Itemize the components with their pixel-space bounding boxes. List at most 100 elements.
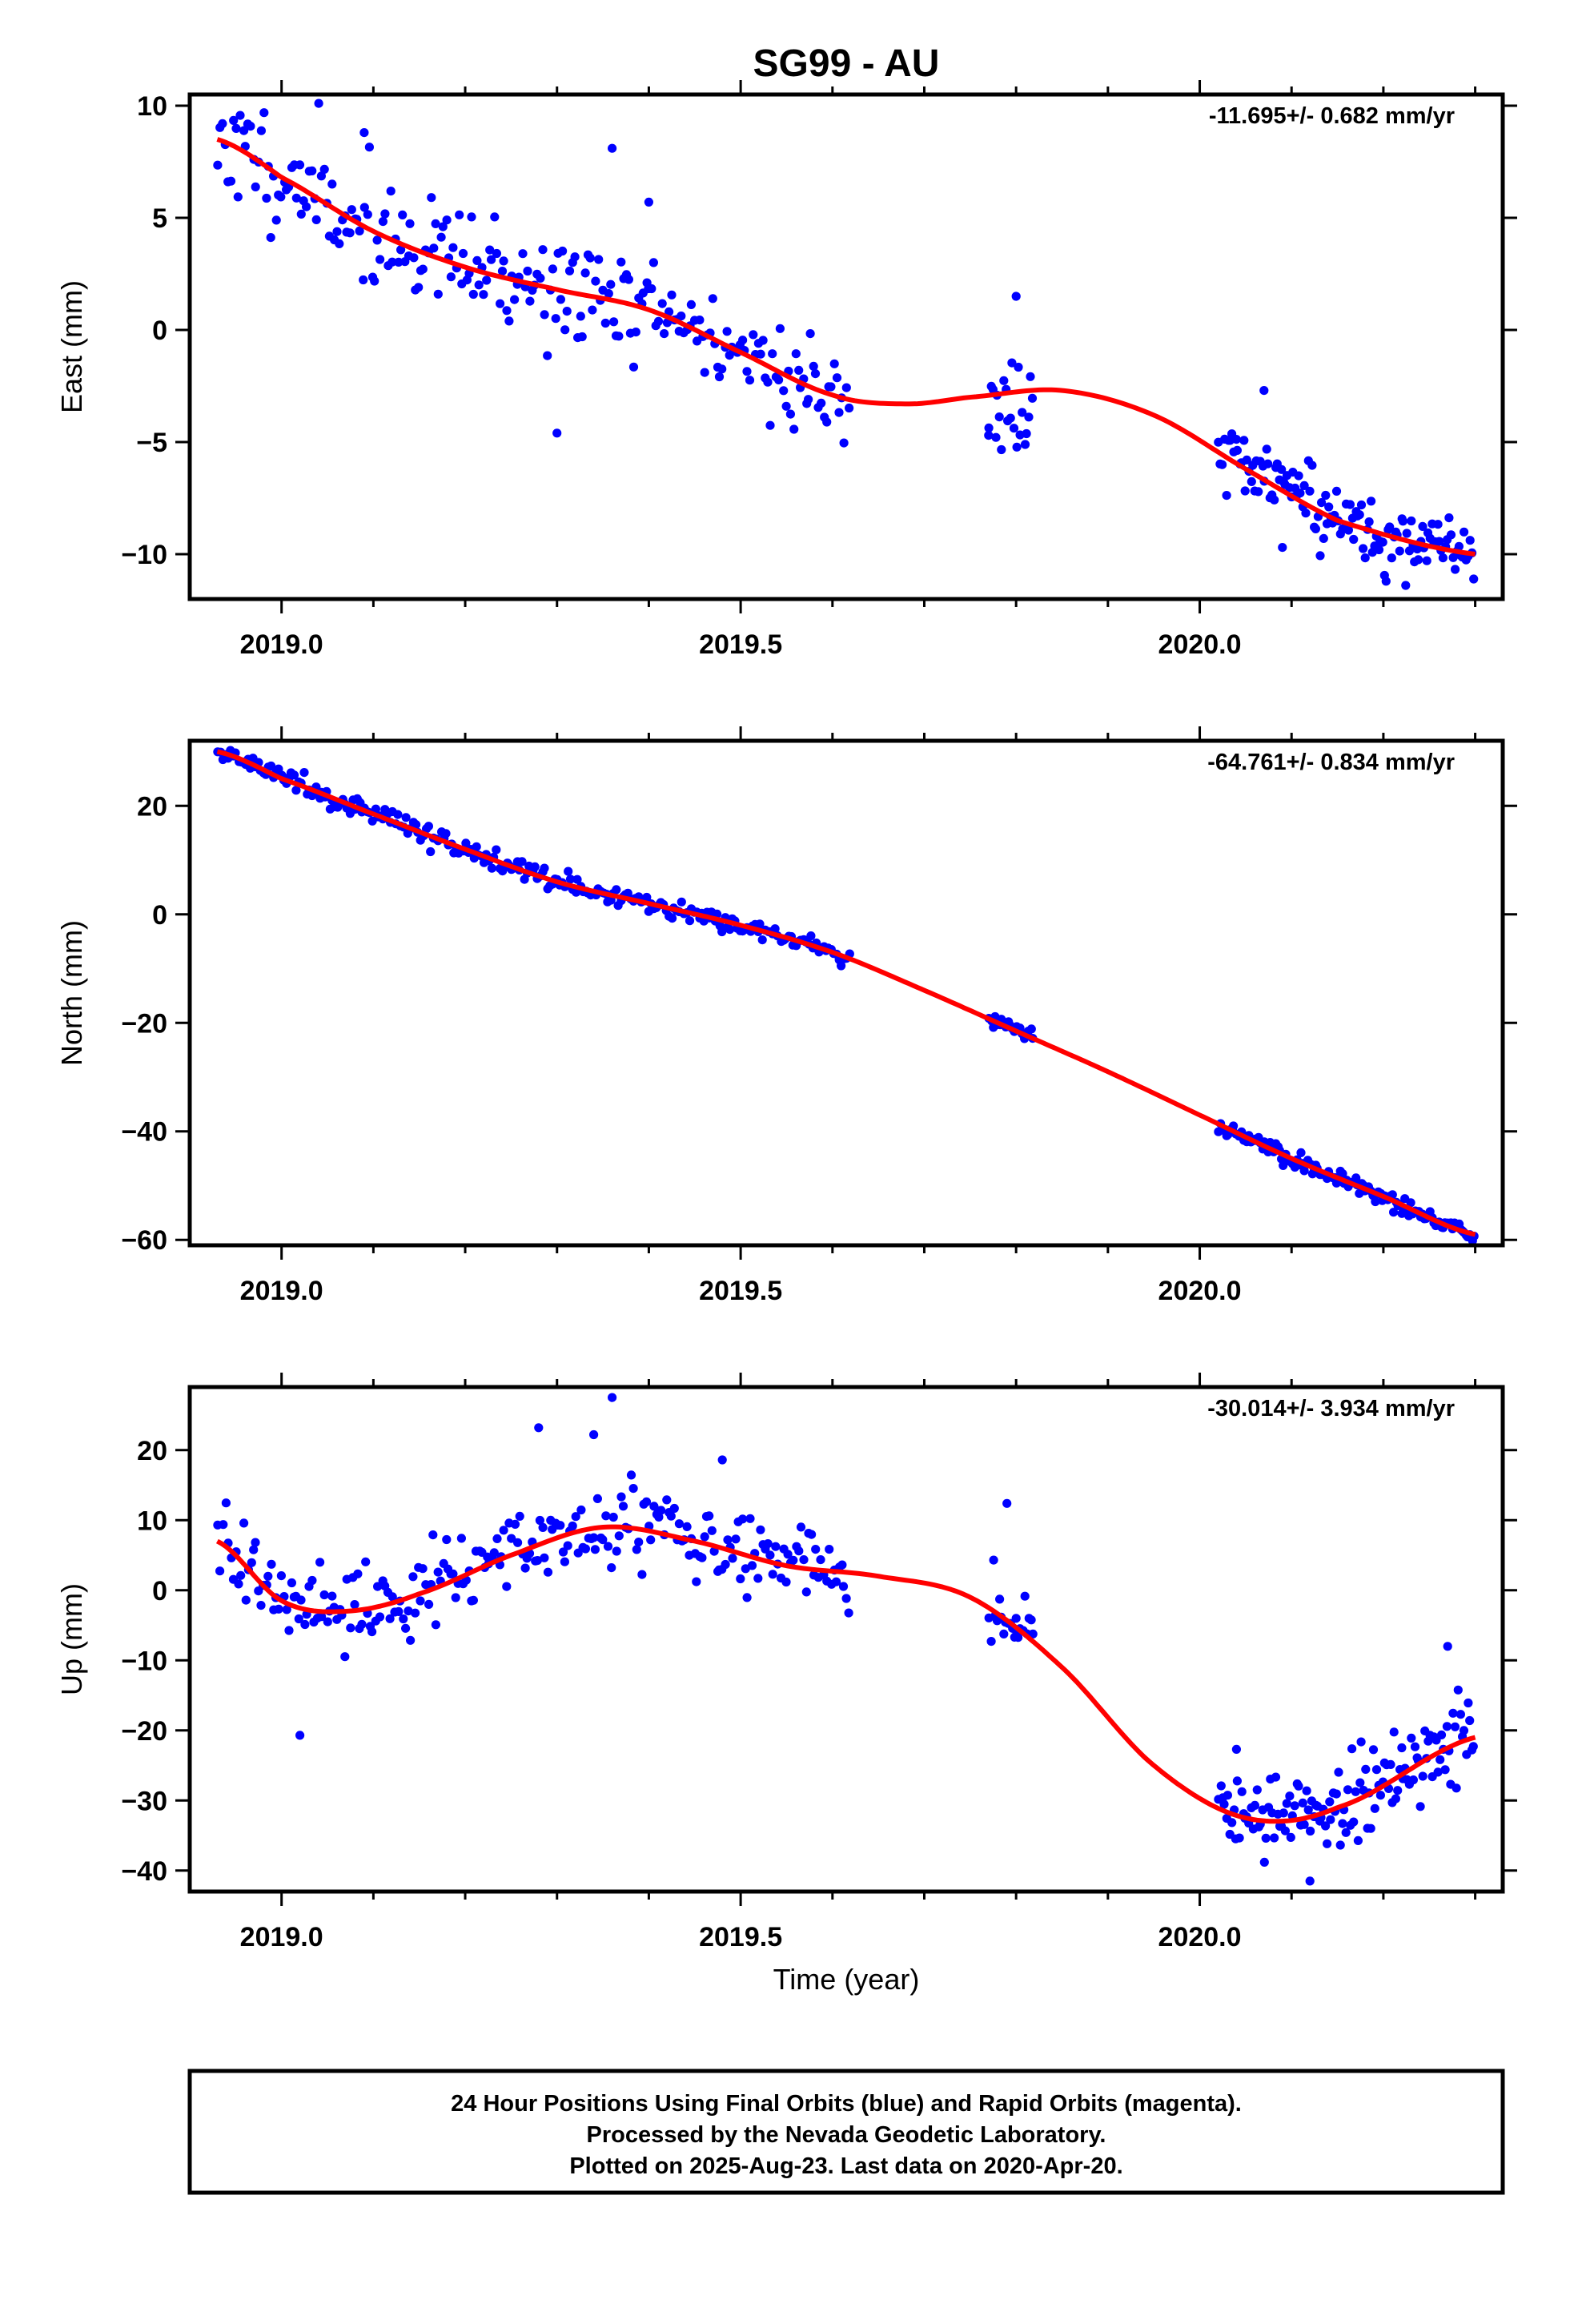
data-point	[1240, 486, 1250, 496]
y-tick-label: −60	[121, 1225, 167, 1256]
data-point	[1296, 1148, 1306, 1157]
data-point	[789, 424, 799, 434]
data-point	[316, 171, 326, 181]
data-point	[276, 192, 286, 202]
data-point	[738, 336, 748, 345]
data-point	[1422, 556, 1431, 565]
data-point	[375, 255, 385, 264]
data-point	[1433, 520, 1443, 529]
data-point	[570, 252, 580, 262]
data-point	[1366, 1823, 1375, 1833]
data-point	[378, 217, 387, 227]
footer-line-2: Processed by the Nevada Geodetic Laborat…	[587, 2122, 1106, 2148]
data-point	[986, 1637, 996, 1647]
y-tick-label: −30	[121, 1786, 167, 1816]
east-plot-frame	[187, 92, 1505, 601]
data-point	[700, 1532, 709, 1542]
data-point	[1356, 500, 1367, 510]
data-point	[458, 248, 468, 259]
y-tick-label: −20	[121, 1008, 167, 1039]
data-point	[571, 1512, 580, 1522]
data-point	[668, 914, 677, 923]
data-point	[215, 1566, 225, 1576]
data-point	[363, 210, 372, 219]
data-point	[794, 365, 804, 375]
data-point	[239, 1518, 249, 1528]
data-point	[359, 128, 369, 138]
data-point	[448, 1569, 458, 1578]
data-point	[1371, 1765, 1382, 1775]
x-axis-label: Time (year)	[773, 1963, 920, 1996]
data-point	[601, 1511, 611, 1521]
data-point	[1415, 1802, 1425, 1811]
data-point	[556, 295, 566, 304]
data-point	[540, 863, 549, 873]
north-fit-line	[216, 749, 1476, 1237]
data-point	[1335, 1840, 1345, 1850]
data-point	[1012, 442, 1022, 452]
data-point	[1418, 521, 1427, 532]
data-point	[736, 1574, 745, 1584]
data-point	[1270, 1833, 1279, 1843]
data-point	[794, 1546, 804, 1556]
data-point	[431, 219, 440, 228]
data-point	[523, 266, 532, 276]
data-point	[1454, 541, 1464, 551]
data-point	[695, 316, 705, 325]
y-tick-label: 0	[152, 1576, 167, 1606]
data-point	[213, 160, 223, 170]
data-point	[1459, 1726, 1469, 1735]
data-point	[294, 1614, 303, 1624]
figure-title: SG99 - AU	[753, 42, 940, 85]
data-point	[677, 897, 686, 907]
data-point	[1006, 413, 1015, 423]
up-y-axis-label: Up (mm)	[55, 1583, 88, 1695]
data-point	[705, 1511, 714, 1521]
data-point	[722, 327, 732, 336]
data-point	[576, 312, 585, 321]
data-point	[1331, 1789, 1341, 1799]
footer-frame	[187, 2069, 1505, 2195]
data-point	[520, 1563, 530, 1573]
data-point	[1018, 408, 1027, 417]
data-point	[758, 336, 768, 345]
north-y-axis-label: North (mm)	[55, 920, 88, 1066]
data-point	[1375, 1791, 1385, 1800]
data-point	[535, 1515, 545, 1526]
data-point	[1469, 574, 1479, 584]
data-point	[380, 209, 390, 219]
data-point	[791, 349, 801, 359]
data-point	[618, 1502, 628, 1511]
data-point	[717, 1455, 727, 1465]
data-point	[1389, 1208, 1399, 1217]
data-point	[327, 179, 337, 189]
data-point	[299, 768, 309, 778]
data-point	[697, 1553, 707, 1562]
data-point	[372, 235, 382, 245]
data-point	[628, 362, 639, 372]
data-point	[370, 276, 379, 286]
data-point	[266, 233, 275, 243]
north-data-points	[213, 746, 1479, 1245]
data-point	[606, 279, 616, 289]
data-point	[479, 290, 488, 300]
data-point	[789, 1555, 798, 1565]
data-point	[700, 368, 709, 377]
data-point	[816, 1555, 825, 1565]
data-point	[492, 1534, 502, 1543]
data-point	[994, 412, 1004, 422]
data-point	[256, 126, 266, 135]
data-point	[1303, 1805, 1313, 1815]
data-point	[472, 842, 481, 851]
data-point	[1262, 444, 1271, 454]
data-point	[839, 438, 849, 448]
data-point	[1448, 553, 1458, 562]
data-point	[825, 1545, 834, 1554]
data-point	[411, 1608, 420, 1618]
data-point	[385, 1614, 395, 1623]
data-point	[1393, 1786, 1403, 1795]
data-point	[291, 786, 301, 795]
data-point	[1271, 1772, 1281, 1782]
data-point	[442, 1534, 452, 1545]
data-point	[361, 1557, 371, 1566]
